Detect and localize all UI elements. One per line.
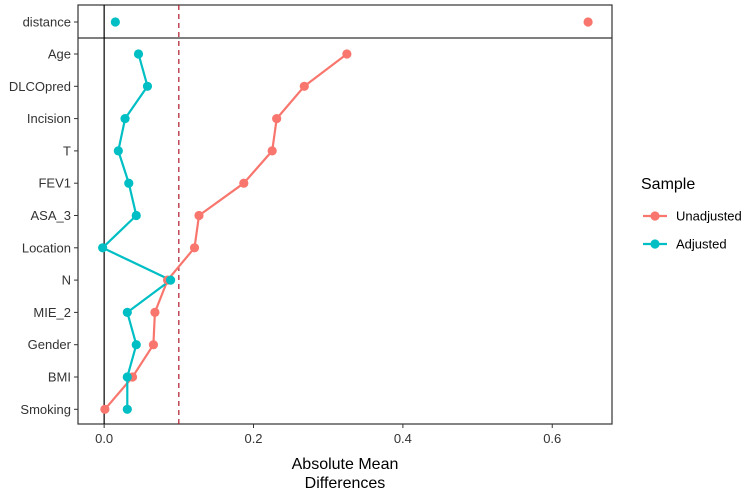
series-line-unadjusted bbox=[104, 53, 348, 411]
x-axis-title-line-1: Absolute Mean bbox=[292, 456, 399, 473]
series-points bbox=[98, 17, 593, 414]
legend-label-adjusted: Adjusted bbox=[676, 237, 727, 252]
axes: distance Age DLCOpred Incision T FEV1 ASA_3 Loc… bbox=[9, 15, 561, 447]
y-tick-label: T bbox=[63, 143, 71, 158]
point-adjusted-n bbox=[166, 275, 176, 285]
point-adjusted-mie_2 bbox=[122, 307, 132, 317]
panel-border bbox=[77, 4, 613, 425]
point-adjusted-incision bbox=[120, 114, 130, 124]
y-tick-label: DLCOpred bbox=[9, 79, 71, 94]
point-unadjusted-age bbox=[342, 49, 352, 59]
y-tick-label: distance bbox=[23, 15, 71, 30]
y-tick-label: N bbox=[62, 273, 71, 288]
point-unadjusted-dlcopred bbox=[299, 81, 309, 91]
point-unadjusted-location bbox=[189, 243, 200, 253]
legend-key-point-unadjusted bbox=[650, 211, 660, 221]
point-unadjusted-fev1 bbox=[239, 178, 249, 188]
x-tick-label: 0.4 bbox=[394, 431, 412, 446]
point-adjusted-dlcopred bbox=[142, 81, 153, 91]
point-adjusted-fev1 bbox=[124, 178, 134, 188]
point-adjusted-t bbox=[113, 146, 123, 156]
x-tick-label: 0.6 bbox=[543, 431, 561, 446]
y-tick-label: Incision bbox=[27, 111, 71, 126]
y-tick-label: BMI bbox=[48, 370, 71, 385]
point-unadjusted-incision bbox=[272, 114, 282, 124]
y-tick-label: FEV1 bbox=[38, 176, 71, 191]
plot-panel bbox=[77, 4, 613, 425]
legend-title: Sample bbox=[641, 176, 695, 193]
y-tick-label: Smoking bbox=[20, 402, 71, 417]
point-unadjusted-distance bbox=[583, 17, 593, 27]
y-tick-label: ASA_3 bbox=[31, 208, 71, 223]
series-lines bbox=[101, 53, 348, 411]
y-tick-label: MIE_2 bbox=[33, 305, 71, 320]
point-adjusted-location bbox=[98, 243, 108, 253]
point-adjusted-gender bbox=[131, 340, 141, 350]
x-axis-title-line-2: Differences bbox=[305, 475, 386, 492]
point-unadjusted-t bbox=[267, 146, 277, 156]
point-unadjusted-smoking bbox=[100, 404, 110, 414]
x-tick-label: 0.0 bbox=[95, 431, 113, 446]
legend-keys: Unadjusted Adjusted bbox=[643, 209, 742, 252]
legend-key-point-adjusted bbox=[650, 239, 660, 249]
point-unadjusted-asa_3 bbox=[194, 210, 204, 221]
point-adjusted-distance bbox=[110, 17, 120, 27]
point-adjusted-asa_3 bbox=[131, 210, 141, 221]
point-adjusted-smoking bbox=[122, 404, 132, 414]
point-unadjusted-mie_2 bbox=[150, 307, 160, 317]
point-adjusted-age bbox=[133, 49, 144, 59]
series-line-adjusted bbox=[101, 53, 172, 410]
y-tick-label: Age bbox=[48, 47, 71, 62]
legend: Sample Unadjusted Adjusted bbox=[641, 176, 742, 252]
legend-label-unadjusted: Unadjusted bbox=[676, 209, 742, 224]
point-adjusted-bmi bbox=[122, 372, 132, 382]
x-tick-label: 0.2 bbox=[244, 431, 262, 446]
point-unadjusted-gender bbox=[148, 340, 159, 350]
y-tick-label: Location bbox=[22, 240, 71, 255]
y-tick-label: Gender bbox=[28, 337, 72, 352]
